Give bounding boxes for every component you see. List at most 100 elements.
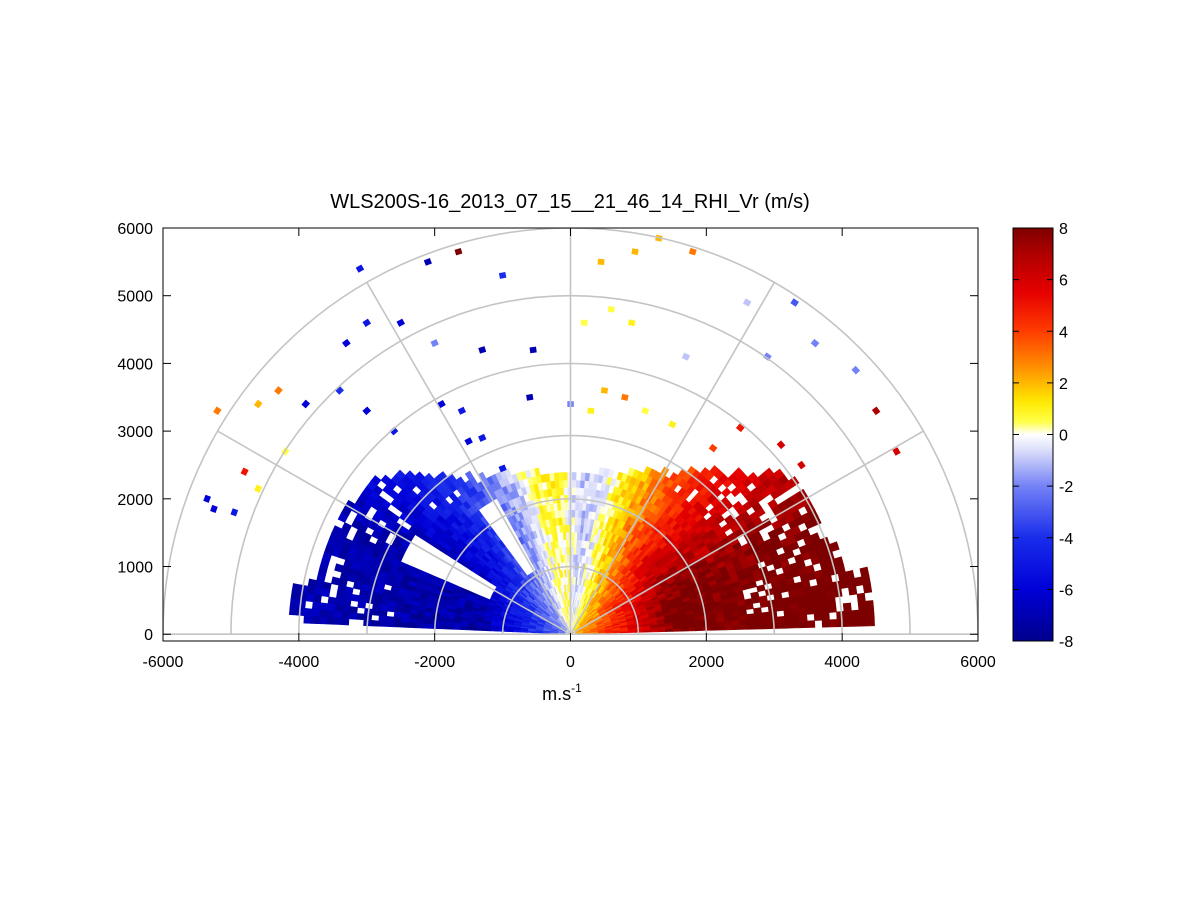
field-cell — [422, 623, 432, 629]
field-cell — [571, 479, 577, 488]
field-cell — [747, 623, 756, 630]
scatter-cell — [587, 407, 595, 414]
field-cell — [732, 624, 741, 631]
field-cell — [798, 614, 808, 622]
field-cell — [724, 624, 734, 631]
colorbar-tick-label: -6 — [1059, 582, 1073, 599]
field-cell — [385, 621, 395, 628]
field-cell — [851, 609, 860, 619]
field-cell — [866, 616, 875, 627]
scatter-cell — [763, 352, 772, 361]
field-cell — [490, 628, 499, 632]
scatter-cell — [892, 447, 901, 456]
field-cell — [312, 594, 322, 604]
field-cell — [562, 472, 568, 481]
field-cell — [762, 622, 771, 630]
field-cell — [851, 617, 861, 627]
scatter-cell — [335, 386, 344, 395]
field-cell — [844, 618, 853, 627]
field-cell — [400, 617, 410, 624]
field-cell — [333, 610, 343, 619]
field-cell — [784, 621, 793, 629]
scatter-cell — [871, 406, 881, 416]
field-cell — [326, 610, 335, 619]
field-cell — [843, 610, 853, 620]
field-cell — [289, 598, 299, 608]
scatter-cell — [253, 399, 263, 409]
field-cell — [562, 479, 568, 488]
scatter-cell — [240, 467, 249, 476]
field-cell — [717, 625, 726, 631]
y-tick-label: 3000 — [117, 424, 153, 441]
field-cell — [821, 619, 831, 628]
field-cell — [758, 595, 768, 603]
field-cell — [319, 602, 329, 611]
field-cell — [386, 605, 396, 613]
field-cell — [350, 593, 360, 602]
scatter-cell — [668, 420, 677, 429]
field-cell — [753, 607, 762, 615]
scatter-cell — [254, 484, 263, 493]
y-tick-label: 4000 — [117, 356, 153, 373]
field-cell — [327, 596, 337, 605]
field-cell — [574, 501, 580, 511]
x-tick-label: -2000 — [414, 654, 455, 671]
colorbar-tick-label: -4 — [1059, 531, 1073, 548]
field-cell — [334, 604, 344, 613]
scatter-cell — [580, 319, 588, 326]
scatter-cell — [362, 318, 372, 328]
scatter-cell — [389, 426, 399, 436]
field-cell — [437, 624, 447, 630]
field-cell — [497, 628, 506, 632]
field-cell — [348, 612, 358, 620]
field-cell — [371, 608, 381, 616]
x-tick-label: 2000 — [689, 654, 725, 671]
field-cell — [415, 623, 424, 629]
x-tick-label: 4000 — [824, 654, 860, 671]
field-cell — [400, 622, 409, 628]
field-cell — [865, 600, 875, 610]
scatter-cell — [396, 318, 405, 327]
field-cell — [820, 605, 830, 614]
field-cell — [784, 615, 793, 623]
azimuth-spoke — [366, 281, 572, 635]
scatter-cell — [478, 346, 487, 354]
x-tick-label: 0 — [566, 654, 575, 671]
field-cell — [570, 509, 576, 518]
field-cell — [598, 467, 605, 477]
field-cell — [340, 617, 350, 626]
field-cell — [776, 615, 786, 624]
scatter-cell — [478, 433, 487, 442]
scatter-cell — [688, 247, 697, 256]
scatter-cell — [457, 406, 467, 415]
field-cell — [357, 601, 367, 609]
field-cell — [352, 581, 363, 591]
field-cell — [562, 486, 568, 496]
field-cell — [519, 630, 529, 633]
field-cell — [627, 467, 635, 477]
field-cell — [754, 617, 763, 625]
field-cell — [773, 468, 785, 480]
field-cell — [746, 618, 756, 625]
scatter-cell — [498, 271, 507, 279]
field-cell — [334, 597, 344, 606]
colorbar-tick-label: 8 — [1059, 221, 1068, 238]
y-tick-label: 2000 — [117, 492, 153, 509]
field-cell — [709, 465, 720, 476]
field-cell — [570, 531, 575, 540]
field-cell — [761, 611, 770, 619]
colorbar-tick-label: 4 — [1059, 324, 1068, 341]
field-cell — [739, 624, 749, 630]
field-cell — [804, 599, 814, 609]
field-cell — [527, 630, 536, 634]
field-cell — [799, 620, 808, 629]
field-cell — [460, 626, 469, 631]
field-cell — [732, 467, 744, 479]
scatter-cell — [362, 406, 372, 416]
scatter-cell — [464, 437, 473, 446]
field-cell — [318, 616, 327, 625]
field-cell — [311, 608, 321, 618]
field-cell — [407, 622, 417, 629]
field-cell — [579, 479, 585, 489]
field-cell — [452, 625, 462, 630]
